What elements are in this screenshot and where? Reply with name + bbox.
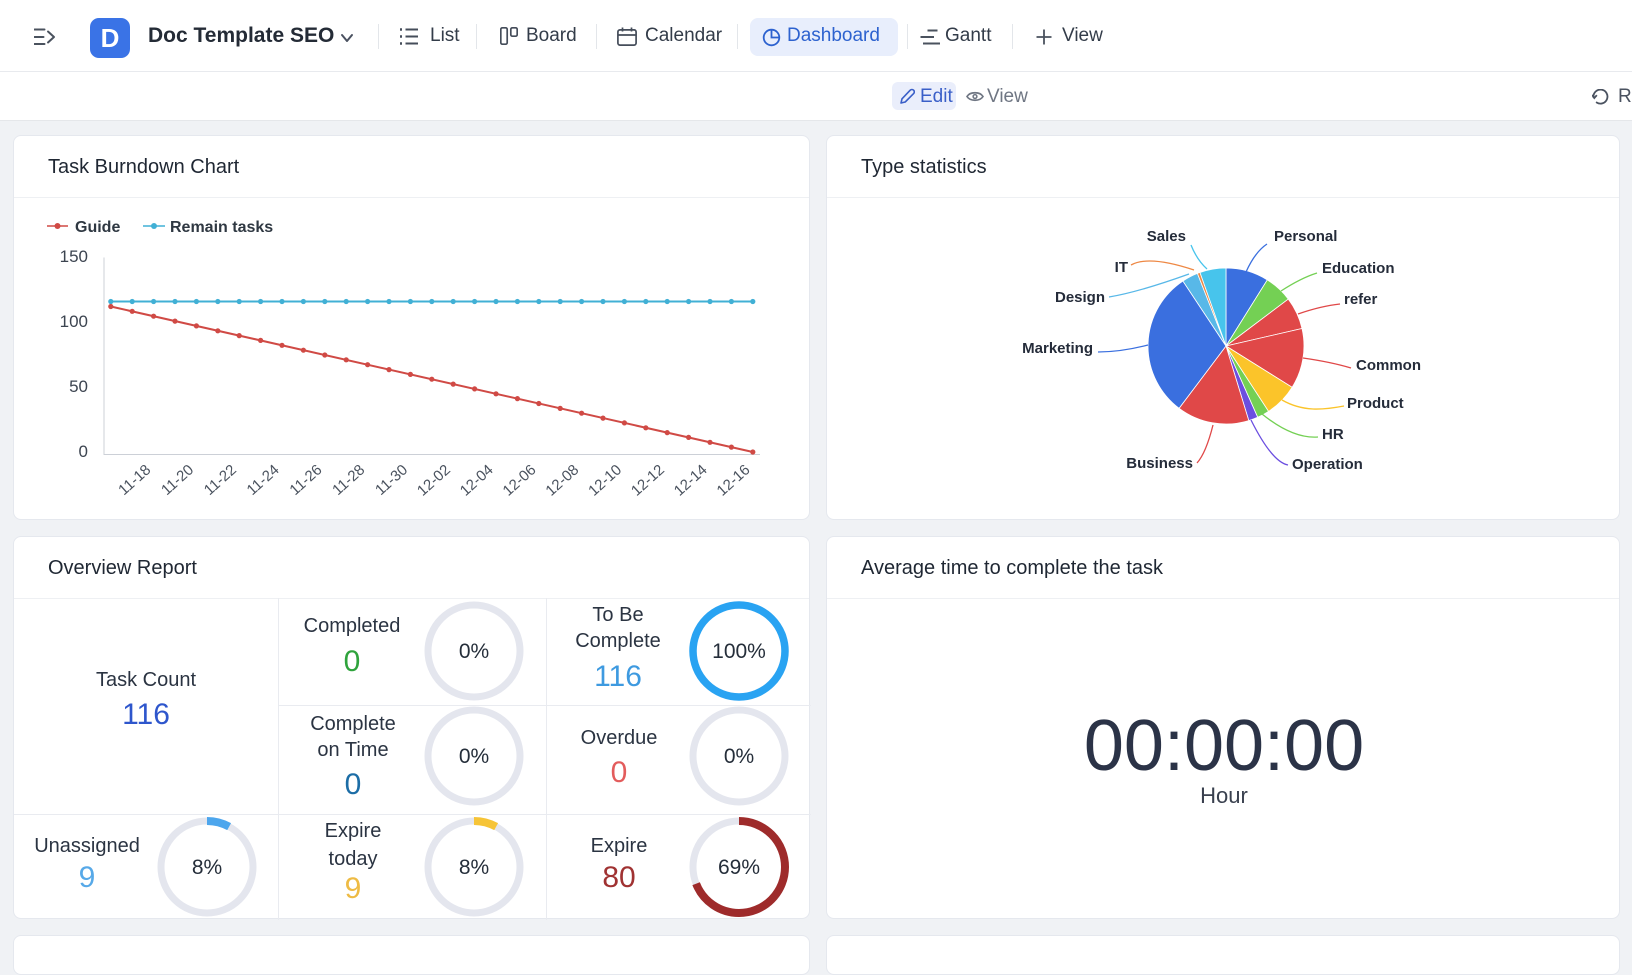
svg-text:IT: IT	[1115, 259, 1128, 276]
svg-text:12-10: 12-10	[585, 461, 625, 499]
svg-text:69%: 69%	[718, 856, 760, 879]
svg-text:12-02: 12-02	[414, 461, 454, 499]
svg-text:Guide: Guide	[75, 219, 120, 236]
svg-text:8%: 8%	[192, 856, 222, 879]
svg-text:0%: 0%	[459, 745, 489, 768]
svg-text:Marketing: Marketing	[1022, 340, 1093, 357]
svg-text:Operation: Operation	[1292, 456, 1363, 473]
svg-text:Product: Product	[1347, 395, 1404, 412]
svg-text:12-12: 12-12	[628, 461, 668, 499]
svg-text:refer: refer	[1344, 291, 1378, 308]
svg-text:12-06: 12-06	[500, 461, 540, 499]
svg-text:0%: 0%	[724, 745, 754, 768]
svg-text:0: 0	[79, 442, 88, 461]
svg-text:100%: 100%	[712, 640, 766, 663]
svg-text:Education: Education	[1322, 260, 1395, 277]
svg-text:HR: HR	[1322, 426, 1344, 443]
svg-text:50: 50	[69, 377, 88, 396]
svg-text:Common: Common	[1356, 357, 1421, 374]
svg-text:Design: Design	[1055, 289, 1105, 306]
svg-text:8%: 8%	[459, 856, 489, 879]
svg-text:12-14: 12-14	[671, 461, 711, 499]
svg-text:11-20: 11-20	[158, 461, 197, 499]
svg-text:11-26: 11-26	[286, 461, 325, 499]
svg-text:11-24: 11-24	[244, 461, 283, 499]
svg-text:0%: 0%	[459, 640, 489, 663]
svg-text:12-08: 12-08	[542, 461, 582, 499]
svg-text:12-16: 12-16	[714, 461, 754, 499]
svg-text:Sales: Sales	[1147, 228, 1186, 245]
svg-text:100: 100	[60, 312, 88, 331]
svg-text:Business: Business	[1126, 455, 1193, 472]
svg-text:150: 150	[60, 247, 88, 266]
svg-text:11-18: 11-18	[115, 461, 154, 499]
svg-text:11-22: 11-22	[201, 461, 240, 499]
svg-text:Personal: Personal	[1274, 228, 1337, 245]
svg-text:11-28: 11-28	[329, 461, 368, 499]
svg-text:Remain tasks: Remain tasks	[170, 219, 273, 236]
svg-text:12-04: 12-04	[457, 461, 497, 499]
svg-text:11-30: 11-30	[372, 461, 411, 499]
